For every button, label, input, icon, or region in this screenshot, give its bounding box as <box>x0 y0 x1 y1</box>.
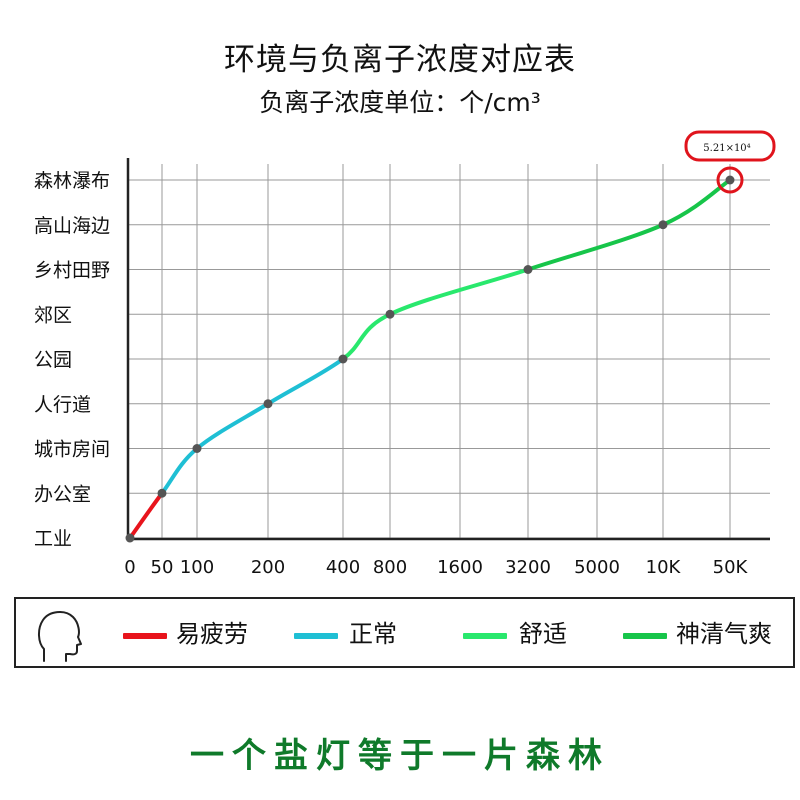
data-point <box>658 220 668 230</box>
data-point <box>338 354 348 364</box>
x-tick-label: 400 <box>326 557 360 578</box>
legend-swatch-fatigue <box>123 633 167 639</box>
y-tick-label: 人行道 <box>34 394 91 416</box>
legend-swatch-comfortable <box>463 633 507 639</box>
y-tick-label: 办公室 <box>34 483 91 505</box>
x-tick-label: 800 <box>373 557 407 578</box>
x-tick-label: 3200 <box>505 557 551 578</box>
x-tick-label: 1600 <box>437 557 483 578</box>
legend-label-normal: 正常 <box>349 620 397 648</box>
chart: 工业 办公室 城市房间 人行道 公园 郊区 乡村田野 高山海边 森林瀑布 0 50 100 200 400… <box>34 130 776 578</box>
data-point <box>192 444 202 453</box>
series-line-segment <box>128 491 164 540</box>
chart-subtitle: 负离子浓度单位：个/cm³ <box>259 88 541 117</box>
series-line-segment <box>195 401 270 451</box>
value-callout-label: 5.21×10⁴ <box>703 143 750 154</box>
x-tick-label: 50K <box>713 557 749 578</box>
x-tick-label: 0 <box>124 557 135 578</box>
series-line-segment <box>526 222 665 272</box>
legend-label-comfortable: 舒适 <box>519 620 567 648</box>
series-line-segment <box>160 446 199 496</box>
y-tick-label: 乡村田野 <box>34 260 110 282</box>
series-line-segment <box>266 357 345 406</box>
y-tick-label: 郊区 <box>34 304 72 326</box>
value-callout-box <box>684 130 776 162</box>
legend-swatch-normal <box>294 633 338 639</box>
y-tick-label: 公园 <box>34 349 72 371</box>
y-tick-label: 城市房间 <box>34 439 110 461</box>
y-tick-label: 森林瀑布 <box>34 170 110 192</box>
chart-title: 环境与负离子浓度对应表 <box>224 42 576 78</box>
data-point <box>125 533 135 543</box>
x-tick-label: 50 <box>151 557 174 578</box>
legend-label-refreshing: 神清气爽 <box>676 620 772 648</box>
data-point <box>157 488 167 498</box>
data-point <box>263 399 273 409</box>
legend: 易疲劳 正常 舒适 神清气爽 <box>14 597 795 668</box>
data-point <box>385 309 395 319</box>
data-point <box>725 175 735 185</box>
data-point <box>523 265 533 274</box>
legend-swatch-refreshing <box>623 633 667 639</box>
legend-label-fatigue: 易疲劳 <box>176 620 248 648</box>
x-tick-label: 100 <box>180 557 214 578</box>
slogan: 一个盐灯等于一片森林 <box>190 736 610 776</box>
series-line-segment <box>341 312 392 361</box>
x-tick-label: 200 <box>251 557 285 578</box>
x-tick-label: 10K <box>646 557 682 578</box>
series-line-segment <box>661 178 732 227</box>
series-line-segment <box>388 267 530 317</box>
head-profile-icon <box>38 611 82 662</box>
y-tick-label: 工业 <box>34 528 72 550</box>
x-tick-label: 5000 <box>574 557 620 578</box>
y-tick-label: 高山海边 <box>34 215 110 237</box>
highlight-ring <box>716 166 744 194</box>
